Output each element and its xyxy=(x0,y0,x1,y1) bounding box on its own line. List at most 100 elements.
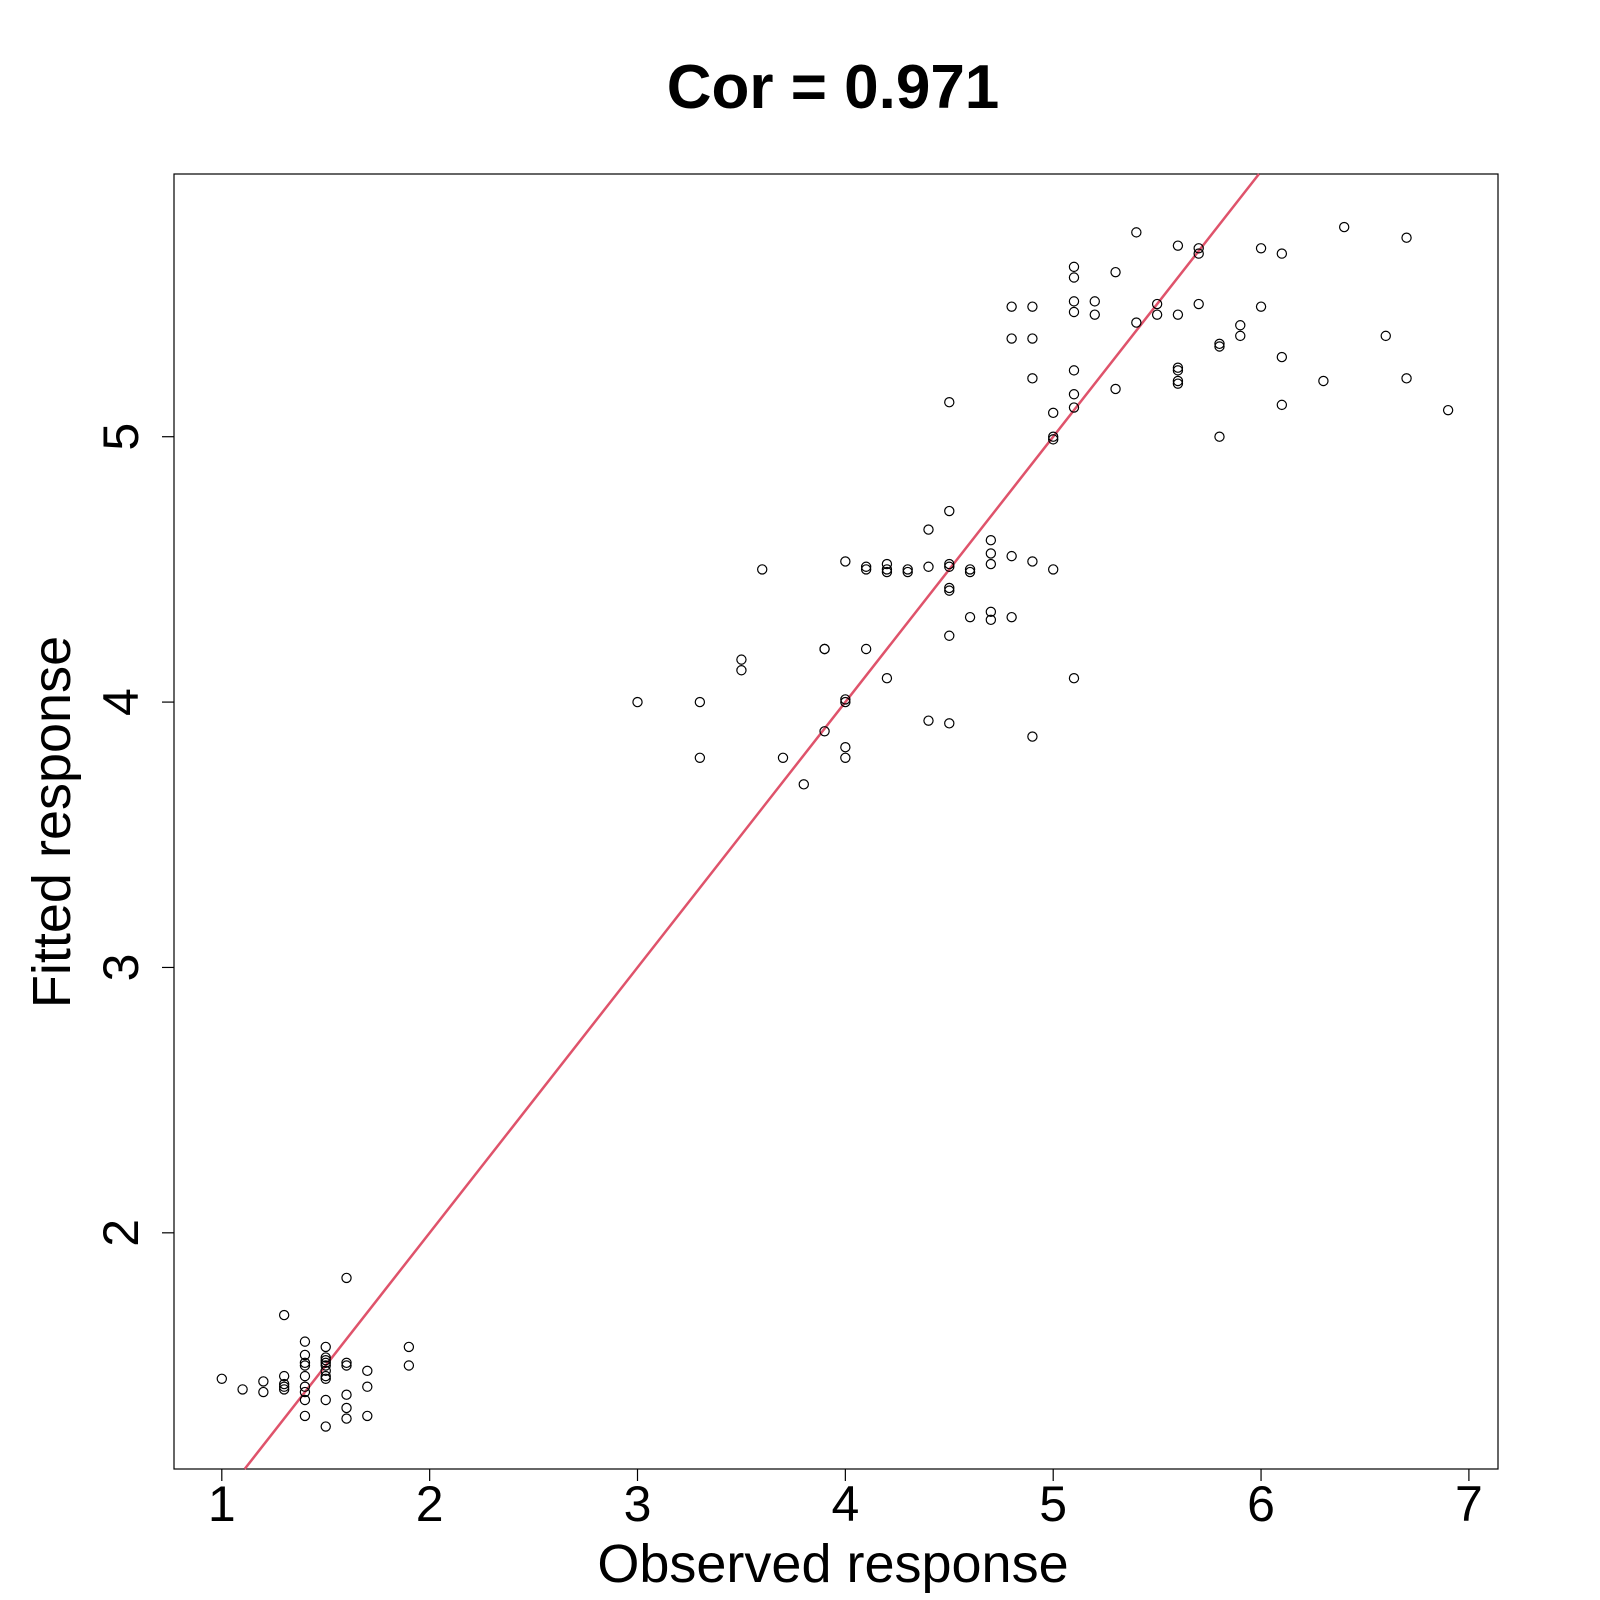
data-point xyxy=(362,1365,373,1377)
data-point xyxy=(320,1360,331,1371)
data-point xyxy=(278,1370,290,1382)
data-point xyxy=(1193,243,1204,254)
data-point xyxy=(1193,248,1204,259)
data-point xyxy=(278,1309,290,1321)
data-point xyxy=(1048,434,1059,445)
data-point xyxy=(1027,301,1038,312)
data-point xyxy=(1401,232,1412,243)
data-point xyxy=(694,752,706,764)
data-point xyxy=(694,696,706,708)
x-tick-label: 3 xyxy=(624,1476,652,1532)
points-group xyxy=(216,221,1454,1432)
data-point xyxy=(964,564,976,575)
data-point xyxy=(1401,373,1412,384)
data-point xyxy=(1276,248,1288,259)
data-point xyxy=(1131,317,1142,328)
data-point xyxy=(1151,309,1163,320)
data-point xyxy=(1068,306,1080,318)
data-point xyxy=(320,1357,331,1369)
data-point xyxy=(1068,402,1080,413)
data-point xyxy=(341,1272,352,1284)
data-point xyxy=(1338,221,1350,233)
data-point xyxy=(341,1360,352,1371)
data-point xyxy=(1068,365,1080,376)
data-point xyxy=(1006,301,1017,312)
data-point xyxy=(1380,330,1391,342)
data-point xyxy=(1131,227,1142,238)
data-point xyxy=(757,564,768,575)
data-point xyxy=(1193,298,1204,310)
data-point xyxy=(1068,673,1080,684)
data-point xyxy=(881,558,893,570)
data-point xyxy=(1027,556,1038,567)
data-point xyxy=(1006,333,1017,344)
data-point xyxy=(1172,375,1184,387)
data-point xyxy=(840,741,851,753)
data-point xyxy=(216,1373,228,1384)
data-point xyxy=(1276,351,1288,363)
data-point xyxy=(299,1370,311,1382)
data-point xyxy=(403,1360,415,1371)
data-point xyxy=(632,696,643,708)
x-tick-label: 1 xyxy=(208,1476,236,1532)
data-point xyxy=(320,1352,331,1363)
data-point xyxy=(299,1360,311,1371)
data-point xyxy=(902,566,913,578)
data-point xyxy=(299,1410,311,1422)
data-point xyxy=(736,654,747,665)
data-point xyxy=(944,561,955,572)
data-point xyxy=(1048,431,1059,442)
data-point xyxy=(278,1384,290,1395)
data-point xyxy=(320,1421,331,1432)
data-point xyxy=(1214,341,1225,352)
data-point xyxy=(1235,330,1246,342)
y-tick-label: 2 xyxy=(93,1219,149,1247)
data-point xyxy=(362,1410,373,1422)
data-point xyxy=(299,1381,311,1392)
data-point xyxy=(1110,383,1121,395)
data-point xyxy=(944,397,955,408)
data-point xyxy=(341,1357,352,1369)
data-point xyxy=(798,779,809,790)
data-point xyxy=(736,665,747,676)
data-point xyxy=(840,696,851,708)
data-point xyxy=(881,566,893,578)
data-point xyxy=(237,1384,248,1395)
data-point xyxy=(299,1357,311,1369)
data-point xyxy=(985,535,997,546)
data-point xyxy=(1006,611,1017,623)
data-point xyxy=(1027,731,1038,742)
data-point xyxy=(1172,378,1184,389)
data-point xyxy=(964,566,976,578)
data-point xyxy=(1214,431,1225,442)
data-point xyxy=(777,752,789,764)
data-point xyxy=(944,505,955,517)
x-tick-label: 5 xyxy=(1039,1476,1067,1532)
data-point xyxy=(1255,243,1267,254)
data-point xyxy=(1110,266,1121,278)
data-point xyxy=(985,606,997,618)
data-point xyxy=(1048,564,1059,575)
y-axis-label: Fitted response xyxy=(22,636,82,1008)
data-point xyxy=(881,564,893,575)
data-point xyxy=(1172,309,1184,320)
data-point xyxy=(1048,407,1059,419)
data-point xyxy=(1172,240,1184,251)
y-tick-label: 5 xyxy=(93,423,149,451)
data-point xyxy=(819,643,830,655)
data-point xyxy=(819,726,830,737)
data-point xyxy=(341,1389,352,1400)
x-axis: 1 2 3 4 5 6 7 xyxy=(208,1469,1483,1532)
data-point xyxy=(964,611,976,623)
data-point xyxy=(320,1370,331,1382)
data-point xyxy=(320,1394,331,1406)
data-point xyxy=(944,718,955,729)
data-point xyxy=(320,1373,331,1384)
data-point xyxy=(1442,404,1454,416)
data-point xyxy=(1172,365,1184,376)
y-axis: 2 3 4 5 xyxy=(93,423,174,1247)
data-point xyxy=(258,1376,269,1387)
data-point xyxy=(1068,272,1080,283)
x-axis-label: Observed response xyxy=(597,1534,1068,1594)
